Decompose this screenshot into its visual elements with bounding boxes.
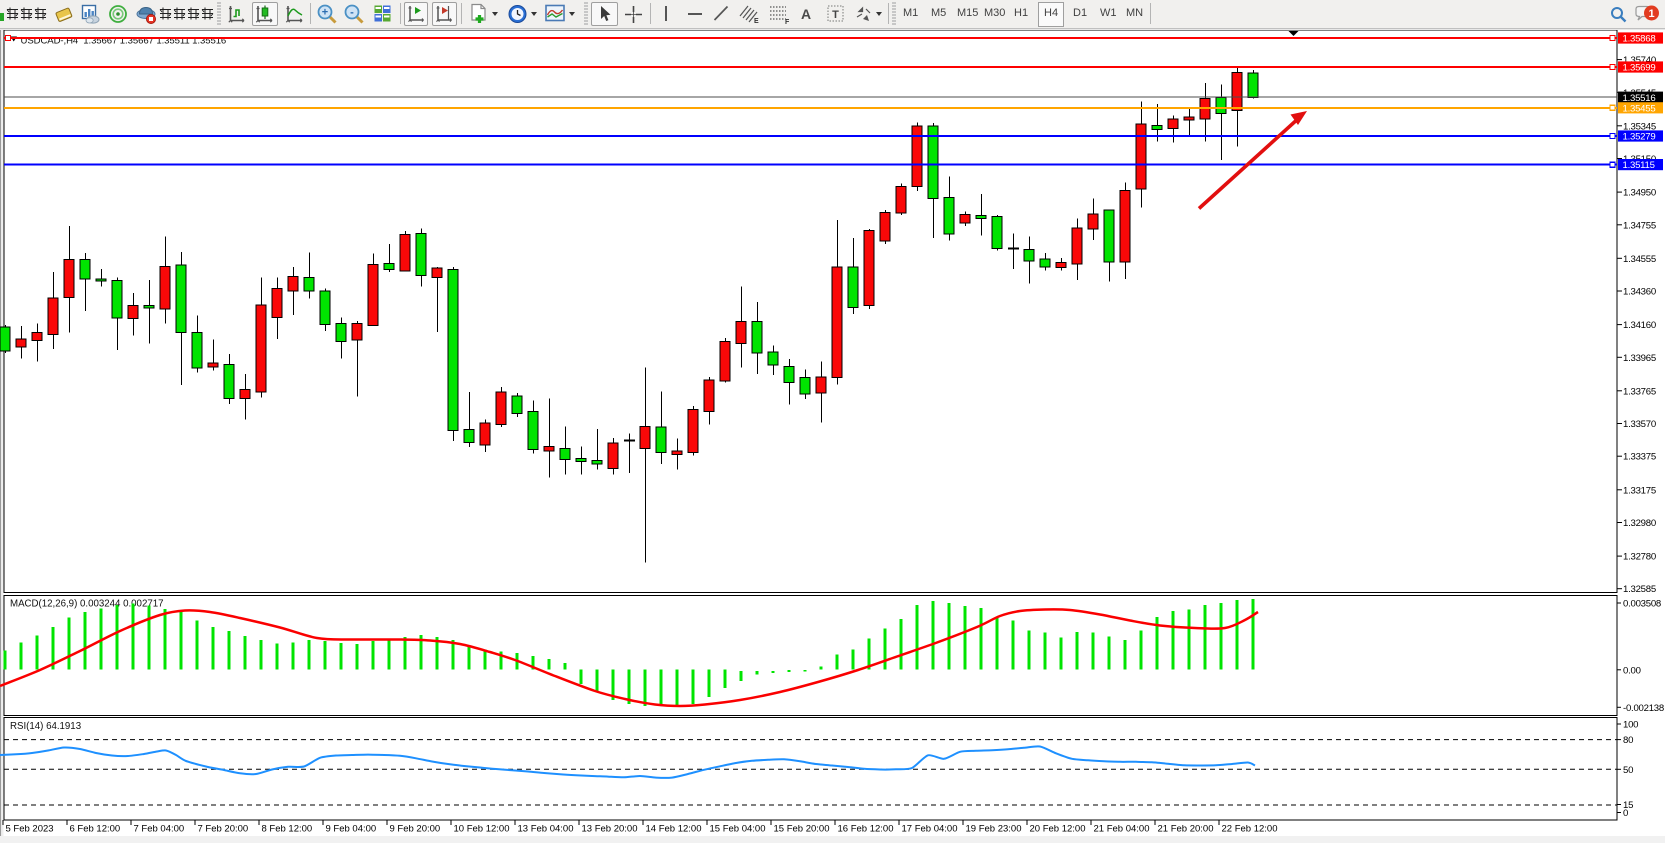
svg-text:21 Feb 04:00: 21 Feb 04:00 (1094, 824, 1150, 835)
svg-text:8 Feb 12:00: 8 Feb 12:00 (262, 824, 313, 835)
svg-text:6 Feb 12:00: 6 Feb 12:00 (70, 824, 121, 835)
svg-text:1.35699: 1.35699 (1623, 63, 1656, 74)
svg-text:0.00: 0.00 (1623, 665, 1641, 676)
svg-text:1: 1 (1648, 8, 1654, 20)
svg-text:50: 50 (1623, 765, 1633, 776)
svg-text:21 Feb 20:00: 21 Feb 20:00 (1158, 824, 1214, 835)
svg-text:0: 0 (1623, 808, 1628, 819)
svg-text:22 Feb 12:00: 22 Feb 12:00 (1222, 824, 1278, 835)
svg-text:-0.002138: -0.002138 (1623, 703, 1664, 714)
svg-text:1.33965: 1.33965 (1623, 353, 1656, 364)
svg-text:MACD(12,26,9) 0.003244 0.00271: MACD(12,26,9) 0.003244 0.002717 (10, 599, 164, 610)
svg-text:100: 100 (1623, 720, 1638, 731)
svg-text:14 Feb 12:00: 14 Feb 12:00 (646, 824, 702, 835)
svg-text:15 Feb 20:00: 15 Feb 20:00 (774, 824, 830, 835)
svg-text:0.003508: 0.003508 (1623, 599, 1661, 610)
svg-text:1.34160: 1.34160 (1623, 320, 1656, 331)
svg-text:1.35455: 1.35455 (1623, 103, 1656, 114)
svg-text:1.33375: 1.33375 (1623, 452, 1656, 463)
svg-text:9 Feb 20:00: 9 Feb 20:00 (390, 824, 441, 835)
svg-text:1.33765: 1.33765 (1623, 386, 1656, 397)
svg-text:E: E (754, 18, 759, 25)
svg-text:80: 80 (1623, 735, 1633, 746)
svg-text:1.32585: 1.32585 (1623, 584, 1656, 595)
svg-text:1.35740: 1.35740 (1623, 55, 1656, 66)
svg-text:15 Feb 04:00: 15 Feb 04:00 (710, 824, 766, 835)
svg-text:1.34360: 1.34360 (1623, 287, 1656, 298)
svg-text:13 Feb 04:00: 13 Feb 04:00 (518, 824, 574, 835)
svg-text:1.32980: 1.32980 (1623, 518, 1656, 529)
svg-text:1.33570: 1.33570 (1623, 419, 1656, 430)
svg-text:1.35279: 1.35279 (1623, 132, 1656, 143)
svg-text:16 Feb 12:00: 16 Feb 12:00 (838, 824, 894, 835)
svg-text:-: - (350, 7, 354, 19)
svg-text:F: F (785, 19, 790, 25)
svg-text:1.34950: 1.34950 (1623, 188, 1656, 199)
svg-text:1.35345: 1.35345 (1623, 121, 1656, 132)
svg-text:10 Feb 12:00: 10 Feb 12:00 (454, 824, 510, 835)
svg-text:1.34755: 1.34755 (1623, 220, 1656, 231)
svg-text:5 Feb 2023: 5 Feb 2023 (6, 824, 54, 835)
svg-text:19 Feb 23:00: 19 Feb 23:00 (966, 824, 1022, 835)
svg-text:RSI(14) 64.1913: RSI(14) 64.1913 (10, 721, 81, 732)
svg-text:9 Feb 04:00: 9 Feb 04:00 (326, 824, 377, 835)
svg-text:1.32780: 1.32780 (1623, 552, 1656, 563)
svg-text:7 Feb 20:00: 7 Feb 20:00 (198, 824, 249, 835)
svg-text:15: 15 (1623, 800, 1633, 811)
svg-text:1.35115: 1.35115 (1623, 160, 1655, 171)
svg-text:1.34555: 1.34555 (1623, 254, 1656, 265)
svg-text:1.35516: 1.35516 (1623, 93, 1656, 104)
svg-text:17 Feb 04:00: 17 Feb 04:00 (902, 824, 958, 835)
svg-text:USDCAD-,H4 1.35667 1.35667 1.: USDCAD-,H4 1.35667 1.35667 1.35511 1.355… (21, 36, 227, 47)
svg-text:7 Feb 04:00: 7 Feb 04:00 (134, 824, 185, 835)
svg-text:20 Feb 12:00: 20 Feb 12:00 (1030, 824, 1086, 835)
svg-text:1.35868: 1.35868 (1623, 34, 1656, 45)
svg-text:T: T (832, 9, 839, 21)
svg-text:13 Feb 20:00: 13 Feb 20:00 (582, 824, 638, 835)
svg-text:1.33175: 1.33175 (1623, 485, 1656, 496)
svg-text:+: + (322, 7, 328, 19)
